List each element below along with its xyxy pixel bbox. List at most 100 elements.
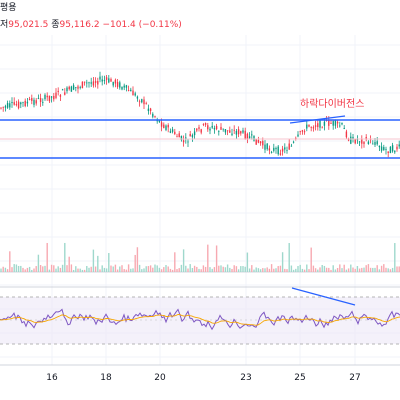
volume-bar <box>13 264 15 272</box>
volume-bar <box>264 268 266 272</box>
candle-body <box>240 131 242 134</box>
candle-body <box>317 123 319 128</box>
volume-bar <box>123 269 125 272</box>
volume-bar <box>306 264 308 272</box>
candle-body <box>143 99 145 105</box>
candle-body <box>312 127 315 129</box>
volume-bar <box>171 269 174 272</box>
rsi-pane <box>0 287 400 345</box>
candle-body <box>226 130 229 132</box>
candle-body <box>6 103 9 108</box>
candle-body <box>46 95 48 98</box>
volume-bar <box>127 264 130 272</box>
header-ohlc-line: 저95,021.5 종95,116.2 −101.4 (−0.11%) <box>0 17 182 30</box>
candle-body <box>158 120 161 123</box>
candle-body <box>48 95 51 102</box>
candle-body <box>264 144 266 150</box>
candle-body <box>361 138 363 144</box>
candle-body <box>292 141 295 143</box>
volume-bar <box>103 267 106 272</box>
candle-body <box>341 122 343 125</box>
volume-bar <box>46 242 48 272</box>
volume-bar <box>64 242 66 272</box>
candle-body <box>108 78 110 83</box>
x-tick-label: 20 <box>154 373 166 383</box>
candle-body <box>251 134 253 136</box>
candle-body <box>165 125 167 130</box>
volume-bar <box>257 268 260 272</box>
header-line1: 평용 <box>0 3 17 13</box>
volume-bar <box>391 267 394 272</box>
price-pane[interactable] <box>0 71 400 158</box>
volume-bar <box>378 269 381 272</box>
volume-bar <box>356 266 359 272</box>
volume-bar <box>147 266 150 272</box>
low-value: 95,021.5 <box>8 20 49 30</box>
x-tick-label: 16 <box>46 373 58 383</box>
x-axis: 16 18 20 23 25 27 <box>46 373 360 383</box>
candle-body <box>64 92 66 95</box>
candle-body <box>171 129 174 132</box>
candle-body <box>22 102 24 104</box>
volume-bar <box>325 267 328 272</box>
volume-bar <box>396 266 398 272</box>
volume-bar <box>158 267 161 272</box>
volume-bar <box>207 244 209 272</box>
candle-body <box>321 127 323 129</box>
candle-body <box>0 107 2 109</box>
candle-body <box>396 146 398 150</box>
volume-bar <box>301 268 304 272</box>
volume-bar <box>270 264 273 272</box>
candle-body <box>55 92 57 98</box>
volume-bar <box>53 265 55 272</box>
candle-body <box>31 98 33 101</box>
candle-body <box>152 113 154 117</box>
candle-body <box>178 133 180 138</box>
volume-bar <box>75 266 77 272</box>
candle-body <box>119 82 121 88</box>
volume-bar <box>380 265 383 272</box>
candle-body <box>222 128 224 130</box>
candle-body <box>248 136 251 139</box>
volume-bar <box>17 265 20 272</box>
candle-body <box>235 130 238 135</box>
candle-body <box>394 150 396 153</box>
volume-bar <box>350 264 352 272</box>
volume-bar <box>310 247 312 272</box>
volume-bar <box>299 264 301 272</box>
volume-bar <box>240 266 242 272</box>
volume-bar <box>145 266 147 272</box>
volume-bar <box>314 268 317 272</box>
volume-bar <box>68 256 70 272</box>
candle-body <box>88 82 90 84</box>
candle-body <box>101 79 103 82</box>
candle-body <box>352 136 354 140</box>
volume-bar <box>312 265 315 272</box>
candle-body <box>169 131 172 133</box>
candle-body <box>387 151 389 154</box>
candle-body <box>167 124 169 128</box>
candle-body <box>339 125 341 127</box>
volume-bar <box>0 268 2 272</box>
candle-body <box>130 89 132 92</box>
candle-body <box>255 139 257 145</box>
volume-bar <box>358 268 361 272</box>
candle-body <box>103 80 106 81</box>
volume-bar <box>376 265 378 272</box>
channel-lines[interactable] <box>0 115 400 159</box>
candle-body <box>281 148 284 152</box>
candle-body <box>174 131 176 135</box>
candle-body <box>121 86 123 90</box>
candle-body <box>334 120 337 126</box>
volume-bar <box>237 269 240 272</box>
volume-bar <box>328 267 330 272</box>
volume-bar <box>50 264 53 272</box>
volume-bar <box>233 265 235 272</box>
volume-bar <box>292 269 295 272</box>
volume-bar <box>321 264 323 272</box>
x-tick-label: 27 <box>349 373 360 383</box>
candle-body <box>180 135 183 141</box>
volume-bar <box>343 264 345 272</box>
volume-bar <box>42 266 44 272</box>
